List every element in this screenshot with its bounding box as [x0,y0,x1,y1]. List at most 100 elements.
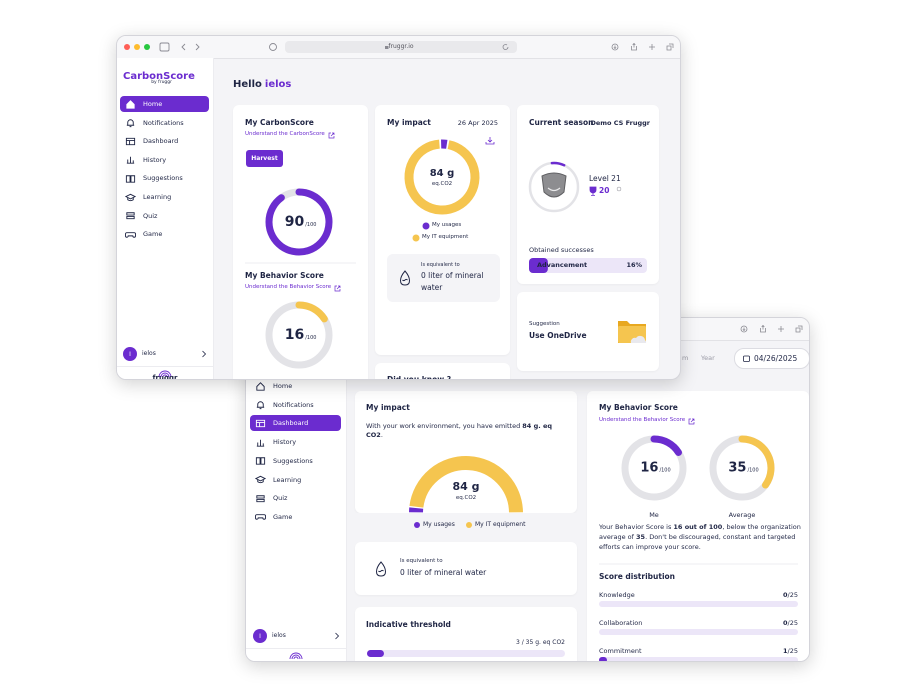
logo-arc [291,654,301,659]
distribution-name: Commitment [599,646,642,655]
nav-label: Home [273,382,293,390]
nav-item[interactable]: Quiz [250,490,341,506]
threshold-fill [367,650,384,657]
toolbar-action [649,44,655,50]
link[interactable]: Understand the CarbonScore [245,131,325,138]
impact-date: 26 Apr 2025 [457,118,498,127]
toolbar-action [760,324,766,333]
advancement-label: Advancement [537,261,588,270]
nav-item[interactable]: History [250,434,341,450]
threshold-label: 3 / 35 g. eq CO2 [516,639,565,647]
nav-icon-shape [126,99,135,109]
greeting: Hello ielos [233,79,291,90]
card-title: My Behavior Score [245,271,324,281]
toolbar-action [631,42,637,51]
text-part: , below the organization average of [599,523,801,541]
score-max: /100 [747,467,759,474]
score-label: 90/100 [285,214,317,230]
nav-icon-shape [125,137,136,145]
score-label: 35/100 [728,461,758,476]
score-value: 16 [284,327,305,343]
nav-icon [256,494,265,502]
sentence-part: With your work environment, you have emi… [366,422,523,430]
nav-item[interactable]: Learning [250,472,341,488]
impact-sentence: With your work environment, you have emi… [366,422,566,441]
info-icon [616,186,622,192]
toolbar-action [740,325,748,333]
sidebar-toggle-icon [159,42,170,52]
nav-item-active[interactable]: Home [120,96,209,112]
nav-label: Learning [143,193,172,201]
user-avatar[interactable]: I [253,629,267,643]
card [587,391,809,661]
nav-item[interactable]: Notifications [120,115,209,131]
nav-label: Notifications [273,400,314,409]
nav-label: Home [143,100,163,108]
score-max: /25 [787,590,798,599]
nav-item[interactable]: Home [250,378,341,394]
card-title: Current season [529,118,594,128]
window-control [134,44,140,50]
nav-item[interactable]: History [120,152,209,168]
nav-icon-shape [255,419,266,428]
nav-label: History [273,438,297,447]
legend-dot [422,222,430,230]
nav-item-active[interactable]: Dashboard [250,415,341,432]
nav-item[interactable]: Dashboard [120,133,209,149]
score-max: /25 [787,618,798,627]
period-tab[interactable]: m [682,353,689,362]
distribution-fill [599,657,607,661]
drop-icon [400,270,410,286]
nav-item[interactable]: Learning [120,189,209,205]
nav-icon [125,137,136,145]
nav-icon-shape [255,514,266,521]
section-title: Score distribution [599,572,676,582]
calendar-shape [743,355,750,362]
nav-label: Game [273,512,293,521]
gauge-arc [650,435,682,456]
nav-item[interactable]: Suggestions [120,170,209,186]
season-name: Demo CS Fruggr [590,118,650,127]
user-name[interactable]: ielos [142,350,156,358]
harvest-button[interactable]: Harvest [246,150,283,167]
period-tab[interactable]: Year [701,353,715,362]
logo-arc [289,652,303,659]
date-picker[interactable]: 04/26/2025 [734,348,809,369]
link[interactable]: Understand the Behavior Score [599,417,686,424]
nav-item[interactable]: Suggestions [250,453,341,469]
text-part: 16 out of 100 [673,523,723,531]
legend-label: My usages [423,521,455,529]
gauge-name: Average [728,510,756,519]
distribution-track [599,629,798,635]
nav-icon-shape [256,494,265,502]
donut-segment [409,456,523,513]
nav-icon [256,439,265,447]
impact-total: 84 g [429,167,455,179]
shield-icon [269,43,277,51]
nav-icon [255,514,266,521]
nav-icon [255,457,266,465]
nav-item[interactable]: Game [250,509,341,525]
suggestion-text[interactable]: Use OneDrive [529,331,587,341]
sidebar-divider [117,366,213,367]
nav-item[interactable]: Game [120,226,209,242]
footer-logo: fruggr [152,374,178,380]
threshold-track [367,650,565,657]
greeting-text: Hello [233,79,262,90]
card-title: My CarbonScore [245,118,314,128]
distribution-value: 0/25 [783,619,798,627]
user-avatar[interactable]: I [123,347,137,361]
donut-segment [404,139,480,215]
text-part: 35 [636,532,646,541]
legend-dot [412,234,420,242]
nav-item[interactable]: Quiz [120,208,209,224]
sidebar [246,340,347,661]
nav-icon-shape [125,193,136,201]
toolbar-action [795,325,803,333]
card [355,391,577,513]
nav-label: Dashboard [273,419,309,428]
nav-item[interactable]: Notifications [250,397,341,413]
link[interactable]: Understand the Behavior Score [245,284,332,291]
user-name[interactable]: ielos [272,632,286,640]
